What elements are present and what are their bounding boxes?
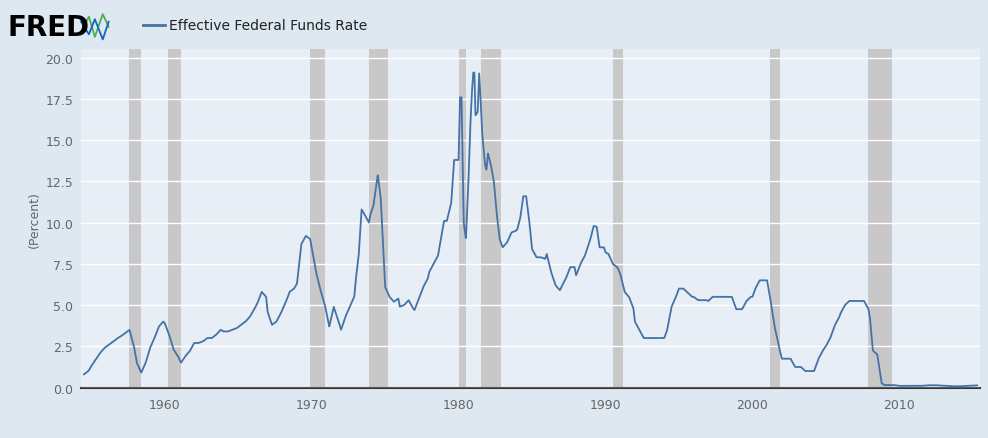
Bar <box>310 50 325 388</box>
Y-axis label: (Percent): (Percent) <box>29 191 41 247</box>
Text: Effective Federal Funds Rate: Effective Federal Funds Rate <box>169 19 368 33</box>
Bar <box>168 50 181 388</box>
Bar <box>458 50 466 388</box>
Bar <box>480 50 501 388</box>
Bar <box>770 50 781 388</box>
Bar <box>369 50 388 388</box>
Bar <box>613 50 623 388</box>
Text: FRED: FRED <box>8 14 90 42</box>
Bar <box>868 50 892 388</box>
Bar <box>129 50 141 388</box>
